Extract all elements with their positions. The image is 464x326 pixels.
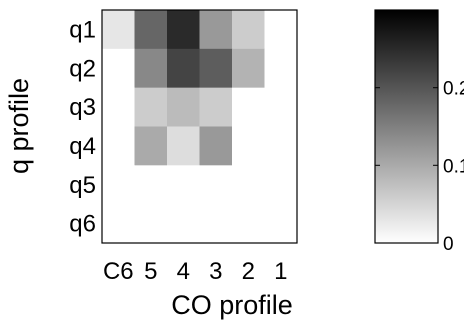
heatmap-cell [199,10,233,50]
heatmap-cell [199,87,233,127]
heatmap-cell [264,204,298,244]
heatmap-cell [134,48,168,88]
plot-frame [101,9,298,244]
heatmap-cell [199,204,233,244]
heatmap-cell [102,126,135,166]
heatmap-cell [232,126,265,166]
x-tick-label: 4 [177,258,190,285]
heatmap-cell [134,204,168,244]
heatmap-cell [232,48,265,88]
heatmap-cell [134,126,168,166]
colorbar-tick-label: 0.2 [443,79,464,100]
y-tick-label: q3 [69,94,96,121]
heatmap-cell [102,165,135,205]
heatmap-cell [167,10,200,50]
heatmap-cell [167,87,200,127]
heatmap-cell [167,165,200,205]
x-tick-label: 2 [242,258,255,285]
heatmap-cell [264,10,298,50]
x-tick-labels: C6 5 4 3 2 1 [103,258,288,285]
heatmap-cells [102,10,298,244]
y-tick-labels: q1 q2 q3 q4 q5 q6 [69,16,96,237]
colorbar-tick-label: 0 [443,234,454,255]
heatmap-cell [102,87,135,127]
heatmap-cell [167,48,200,88]
heatmap-cell [232,10,265,50]
heatmap-cell [134,165,168,205]
heatmap-cell [102,204,135,244]
heatmap-cell [102,10,135,50]
heatmap-cell [199,165,233,205]
x-axis-label: CO profile [171,290,293,320]
y-tick-label: q6 [69,211,96,238]
heatmap-cell [232,87,265,127]
y-tick-label: q5 [69,172,96,199]
heatmap-cell [232,165,265,205]
colorbar-ticks: 0 0.1 0.2 [375,79,464,255]
heatmap-cell [134,87,168,127]
heatmap-cell [167,126,200,166]
heatmap-cell [199,126,233,166]
y-tick-label: q4 [69,133,96,160]
colorbar-tick-label: 0.1 [443,156,464,177]
heatmap-cell [264,126,298,166]
heatmap-cell [199,48,233,88]
heatmap-cell [264,48,298,88]
y-tick-label: q1 [69,16,96,43]
x-tick-label: 5 [144,258,157,285]
heatmap-cell [264,87,298,127]
x-tick-label: 1 [274,258,287,285]
x-tick-label: C6 [103,258,134,285]
colorbar [374,9,439,244]
x-tick-label: 3 [209,258,222,285]
heatmap-cell [264,165,298,205]
heatmap-cell [134,10,168,50]
heatmap-cell [167,204,200,244]
y-axis-label: q profile [4,78,34,174]
heatmap-cell [232,204,265,244]
y-tick-label: q2 [69,55,96,82]
heatmap-cell [102,48,135,88]
